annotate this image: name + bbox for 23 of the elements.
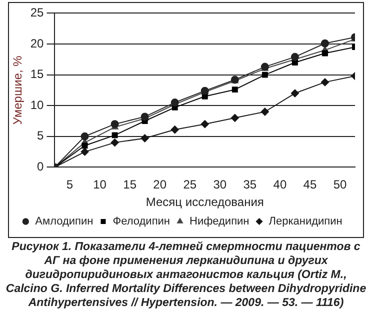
legend-label: Амлодипин xyxy=(35,216,94,228)
x-tick-label: 50 xyxy=(333,178,347,192)
x-tick-label: 30 xyxy=(213,178,227,192)
legend-label: Нифедипин xyxy=(189,216,250,228)
x-tick-label: 45 xyxy=(303,178,317,192)
x-tick-label: 40 xyxy=(273,178,287,192)
x-tick-label: 5 xyxy=(66,178,74,192)
y-tick-label: 5 xyxy=(37,128,44,143)
y-tick-label: 25 xyxy=(30,6,44,20)
legend-label: Фелодипин xyxy=(112,216,170,228)
y-tick-label: 0 xyxy=(37,160,44,174)
y-tick-label: 20 xyxy=(30,36,44,50)
x-tick-label: 20 xyxy=(153,178,167,192)
x-tick-label: 35 xyxy=(243,178,257,192)
x-tick-label: 15 xyxy=(123,178,137,192)
y-tick-label: 10 xyxy=(30,98,44,112)
x-tick-label: 25 xyxy=(183,178,197,192)
legend-label: Лерканидипин xyxy=(268,216,342,228)
y-axis-title: Умершие, % xyxy=(10,55,25,125)
x-axis-title: Месяц исследования xyxy=(146,195,264,210)
y-tick-label: 15 xyxy=(30,67,44,82)
text: Рисунок 1. Показатели 4-летней смертности пациентов с АГ на фоне применения лерканидипина и других дигидропиридиновых антагонистов кальция (Ortiz M., Calcino G. Inferred Mortality Differences between Dihydropyridine Antihypertensives // Hypertension. — 2009. — 53. — 1116) xyxy=(4,240,368,310)
x-tick-label: 10 xyxy=(93,178,107,192)
